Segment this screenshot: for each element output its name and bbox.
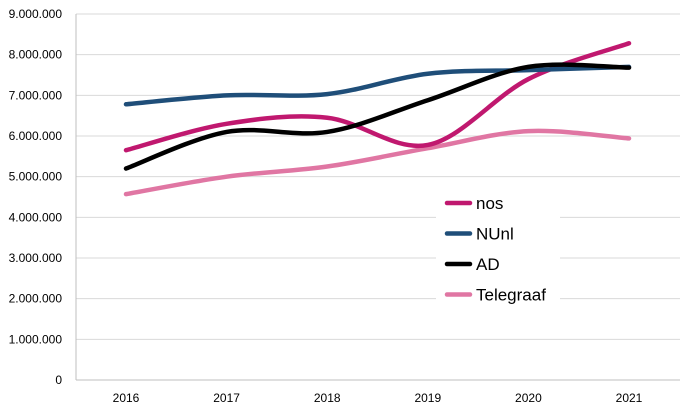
y-tick-label: 5.000.000	[9, 170, 63, 184]
x-tick-label: 2017	[213, 391, 240, 405]
x-tick-label: 2021	[616, 391, 643, 405]
legend: nos NUnl AD Telegraaf	[436, 186, 560, 310]
legend-label-telegraaf: Telegraaf	[476, 286, 546, 305]
y-tick-label: 2.000.000	[9, 292, 63, 306]
series-line-nos	[123, 41, 632, 153]
series-line-nunl	[123, 64, 632, 107]
y-tick-label: 1.000.000	[9, 332, 63, 346]
x-tick-label: 2020	[515, 391, 542, 405]
y-tick-label: 9.000.000	[9, 7, 63, 21]
legend-label-nos: nos	[476, 194, 503, 213]
y-tick-label: 7.000.000	[9, 88, 63, 102]
y-tick-label: 6.000.000	[9, 129, 63, 143]
gridlines	[76, 13, 680, 340]
y-tick-label: 8.000.000	[9, 48, 63, 62]
axes: 0 1.000.000 2.000.000 3.000.000 4.000.000 5.0…	[9, 7, 680, 405]
legend-label-nunl: NUnl	[476, 225, 514, 244]
y-tick-label: 3.000.000	[9, 251, 63, 265]
y-tick-label: 0	[55, 373, 62, 387]
series-lines	[123, 41, 632, 197]
legend-background	[436, 186, 560, 310]
series-line-ad	[123, 62, 632, 171]
legend-label-ad: AD	[476, 255, 500, 274]
x-tick-label: 2018	[314, 391, 341, 405]
x-tick-label: 2016	[113, 391, 140, 405]
series-line-telegraaf	[123, 128, 632, 197]
y-tick-label: 4.000.000	[9, 210, 63, 224]
x-tick-label: 2019	[414, 391, 441, 405]
